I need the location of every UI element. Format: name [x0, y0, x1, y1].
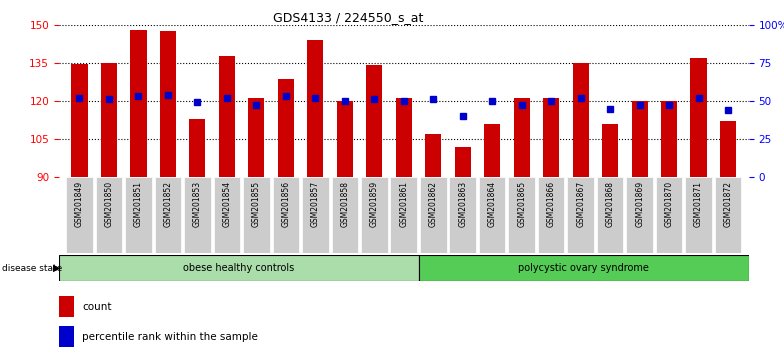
Bar [572, 63, 589, 177]
Text: GSM201859: GSM201859 [370, 181, 379, 227]
FancyBboxPatch shape [479, 177, 506, 253]
FancyBboxPatch shape [243, 177, 270, 253]
Text: GSM201853: GSM201853 [193, 181, 201, 227]
FancyBboxPatch shape [273, 177, 299, 253]
Text: GSM201870: GSM201870 [665, 181, 673, 227]
FancyBboxPatch shape [66, 177, 93, 253]
Bar [278, 79, 294, 177]
Bar [720, 121, 736, 177]
Bar [425, 134, 441, 177]
FancyBboxPatch shape [59, 255, 419, 281]
FancyBboxPatch shape [125, 177, 151, 253]
Text: GSM201867: GSM201867 [576, 181, 585, 227]
Bar [189, 119, 205, 177]
FancyBboxPatch shape [332, 177, 358, 253]
Text: GSM201857: GSM201857 [310, 181, 320, 227]
Text: GSM201849: GSM201849 [75, 181, 84, 227]
FancyBboxPatch shape [184, 177, 211, 253]
Bar [661, 101, 677, 177]
FancyBboxPatch shape [302, 177, 328, 253]
Text: polycystic ovary syndrome: polycystic ovary syndrome [518, 263, 649, 273]
FancyBboxPatch shape [597, 177, 623, 253]
FancyBboxPatch shape [96, 177, 122, 253]
Bar [514, 98, 530, 177]
Bar [71, 64, 88, 177]
Text: percentile rank within the sample: percentile rank within the sample [82, 332, 258, 342]
FancyBboxPatch shape [419, 255, 749, 281]
Text: GSM201855: GSM201855 [252, 181, 261, 227]
Text: disease state: disease state [2, 264, 62, 273]
Title: GDS4133 / 224550_s_at: GDS4133 / 224550_s_at [274, 11, 424, 24]
Bar [160, 31, 176, 177]
Text: GSM201862: GSM201862 [429, 181, 437, 227]
Bar [249, 98, 264, 177]
Bar [691, 58, 706, 177]
FancyBboxPatch shape [361, 177, 387, 253]
FancyBboxPatch shape [538, 177, 564, 253]
Bar [455, 147, 471, 177]
Bar [543, 98, 559, 177]
Text: GSM201850: GSM201850 [104, 181, 114, 227]
FancyBboxPatch shape [685, 177, 712, 253]
Text: GSM201869: GSM201869 [635, 181, 644, 227]
Text: GSM201872: GSM201872 [724, 181, 732, 227]
Text: GSM201854: GSM201854 [223, 181, 231, 227]
Text: GSM201858: GSM201858 [340, 181, 350, 227]
Bar [130, 30, 147, 177]
FancyBboxPatch shape [626, 177, 653, 253]
FancyBboxPatch shape [213, 177, 240, 253]
Text: GSM201852: GSM201852 [163, 181, 172, 227]
Text: GSM201856: GSM201856 [281, 181, 290, 227]
Text: GSM201851: GSM201851 [134, 181, 143, 227]
Text: GSM201861: GSM201861 [399, 181, 408, 227]
Bar [484, 124, 500, 177]
Text: GSM201865: GSM201865 [517, 181, 526, 227]
Bar [396, 98, 412, 177]
Text: GSM201864: GSM201864 [488, 181, 497, 227]
Bar [632, 101, 648, 177]
FancyBboxPatch shape [715, 177, 742, 253]
Text: GSM201863: GSM201863 [458, 181, 467, 227]
FancyBboxPatch shape [420, 177, 447, 253]
Text: GSM201868: GSM201868 [606, 181, 615, 227]
Text: ▶: ▶ [53, 263, 61, 273]
FancyBboxPatch shape [509, 177, 535, 253]
Text: GSM201871: GSM201871 [694, 181, 703, 227]
Bar [59, 326, 74, 348]
Bar [59, 296, 74, 317]
Bar [307, 40, 324, 177]
Text: count: count [82, 302, 112, 312]
FancyBboxPatch shape [656, 177, 682, 253]
Bar [336, 101, 353, 177]
FancyBboxPatch shape [449, 177, 476, 253]
FancyBboxPatch shape [154, 177, 181, 253]
Bar [366, 65, 383, 177]
FancyBboxPatch shape [568, 177, 594, 253]
Text: GSM201866: GSM201866 [546, 181, 556, 227]
Bar [101, 63, 117, 177]
Text: obese healthy controls: obese healthy controls [183, 263, 295, 273]
Bar [219, 57, 235, 177]
FancyBboxPatch shape [390, 177, 417, 253]
Bar [602, 124, 619, 177]
